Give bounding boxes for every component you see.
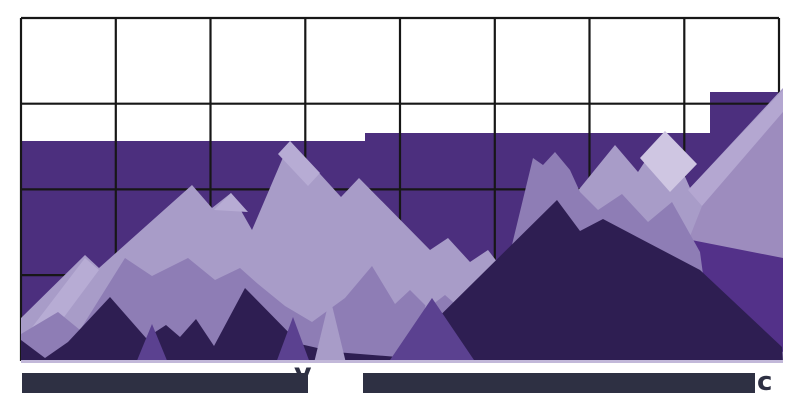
layer-baseline-strip xyxy=(21,360,783,363)
layer-violet-accent-peak-152 xyxy=(136,324,168,363)
label-trailing-char: c xyxy=(757,367,773,397)
layer-lightest-peak-665 xyxy=(640,131,697,192)
layer-facet-peak-231 xyxy=(214,193,248,212)
layer-dark-front-range xyxy=(21,200,783,363)
layer-right-slope-stripe xyxy=(688,90,783,206)
layer-violet-accent-peak-293 xyxy=(276,317,310,363)
x-axis-label-redacted-2 xyxy=(363,373,755,393)
x-axis-label-redacted-1 xyxy=(22,373,308,393)
layer-violet-accent-peak-432 xyxy=(388,298,476,363)
layer-light-front-peak-330 xyxy=(314,297,346,363)
layer-facet-peak-290 xyxy=(278,141,320,186)
